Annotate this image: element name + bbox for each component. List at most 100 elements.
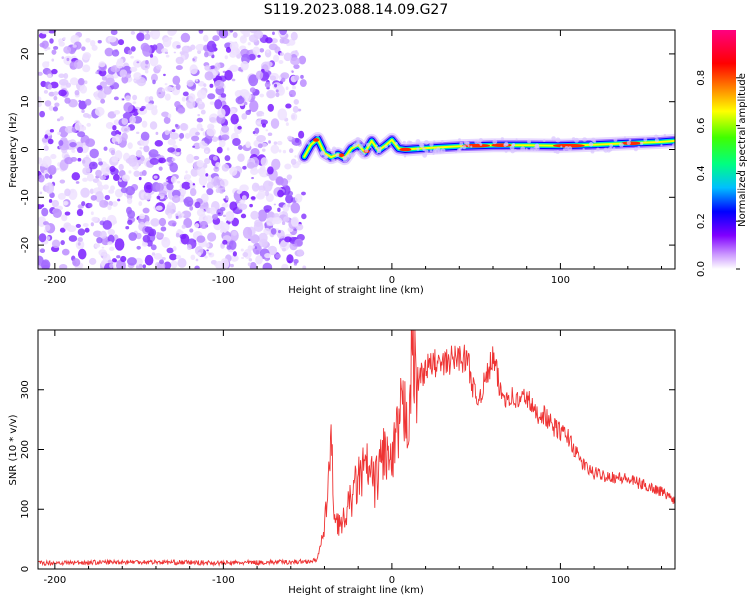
noise-blob [210,124,215,129]
noise-blob [281,247,286,252]
noise-blob [164,51,169,55]
noise-blob [110,149,116,156]
noise-blob [205,173,209,177]
noise-blob [186,45,190,48]
noise-blob [95,169,102,177]
noise-blob [209,206,216,215]
noise-blob [220,93,227,98]
ridge-halo-dot [637,145,641,149]
noise-blob [245,142,250,148]
noise-blob [71,148,76,153]
noise-blob [119,69,128,78]
noise-blob [99,175,107,181]
noise-blob [69,142,77,148]
noise-blob [70,189,75,193]
ridge-halo-dot [349,152,355,158]
noise-blob [161,111,170,118]
noise-blob [248,34,259,43]
noise-blob [217,212,221,215]
noise-blob [206,188,214,196]
ridge-halo-dot [440,139,444,143]
noise-blob [104,194,111,201]
ridge-halo-dot [567,146,573,151]
noise-blob [282,149,287,154]
colorbar-tick-label: 0.4 [696,165,707,181]
noise-blob [155,64,162,70]
noise-blob [66,57,70,62]
noise-blob [220,222,230,233]
noise-blob [98,69,107,77]
noise-blob [185,170,188,174]
noise-blob [167,212,173,219]
noise-blob [257,143,263,149]
noise-blob [90,194,98,201]
ridge-halo-dot [402,140,406,144]
ridge-halo-dot [562,148,566,151]
noise-blob [237,125,242,130]
ridge-halo-dot [358,143,364,149]
noise-blob [141,170,147,176]
noise-blob [268,43,278,51]
noise-blob [56,118,61,122]
ridge-halo-dot [626,140,631,146]
noise-blob [298,130,305,139]
noise-blob [127,154,138,167]
noise-blob [270,228,277,235]
noise-blob [44,100,52,107]
ridge-halo-dot [315,134,318,137]
noise-blob [99,230,107,239]
noise-blob [77,228,86,236]
noise-blob [236,190,242,194]
noise-blob [121,117,129,125]
noise-blob [267,103,274,112]
noise-blob [166,247,174,254]
noise-blob [139,146,143,150]
noise-blob [158,190,167,197]
noise-blob [98,161,103,166]
noise-blob [120,255,127,263]
noise-blob [46,46,51,50]
noise-blob [202,185,206,188]
noise-blob [194,265,200,269]
spectrogram-x-tick-label: -200 [44,275,67,286]
ridge-halo-dot [660,144,663,147]
ridge-halo-dot [459,141,464,146]
noise-blob [259,93,265,98]
noise-blob [72,258,81,267]
noise-blob [280,178,289,187]
noise-blob [252,242,262,255]
noise-blob [53,91,59,96]
noise-blob [65,82,72,88]
noise-blob [288,89,296,98]
noise-blob [144,226,153,233]
noise-blob [111,201,118,207]
ridge-halo-dot [477,140,482,145]
noise-blob [39,191,43,195]
noise-blob [221,139,225,143]
noise-blob [182,91,189,97]
noise-blob [107,228,116,236]
noise-blob [100,167,106,173]
noise-blob [38,174,45,183]
ridge-halo-dot [504,149,508,153]
noise-blob [241,195,247,201]
noise-blob [41,207,49,217]
noise-blob [133,79,136,82]
noise-blob [43,90,48,94]
noise-blob [181,181,191,190]
noise-blob [176,180,181,184]
snr-series-line [38,330,675,567]
noise-blob [148,149,159,158]
noise-blob [206,181,214,190]
spectrogram-y-tick-label: -10 [20,189,31,205]
noise-blob [59,264,68,269]
noise-blob [133,170,141,177]
ridge-halo-dot [555,150,560,154]
noise-blob [190,44,196,51]
noise-blob [246,161,255,169]
noise-blob [127,49,133,55]
snr-y-tick-label: 300 [20,380,31,399]
noise-blob [225,196,229,201]
noise-blob [130,66,138,72]
noise-blob [281,185,291,196]
